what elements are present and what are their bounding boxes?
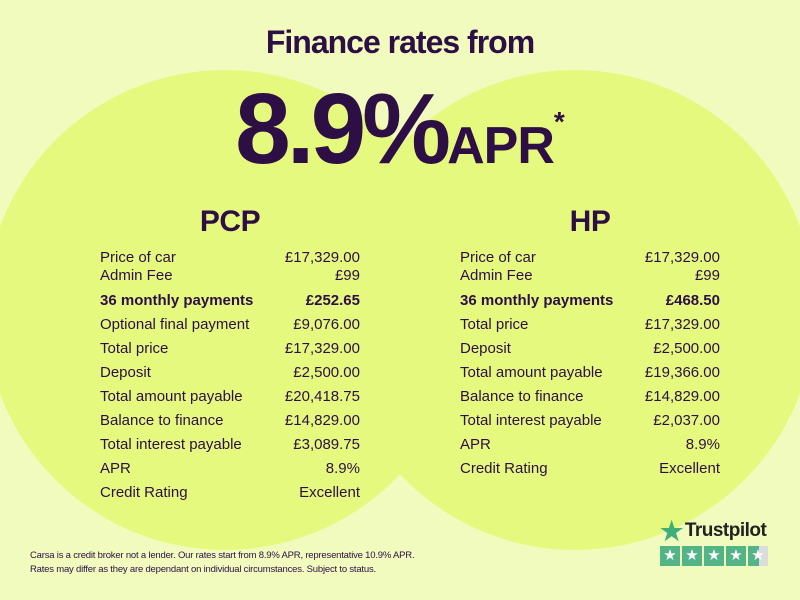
table-row: Credit Rating Excellent — [100, 481, 360, 505]
row-label: APR — [100, 460, 131, 477]
pcp-title: PCP — [199, 205, 261, 238]
row-label: Total interest payable — [460, 412, 602, 429]
row-value: £99 — [694, 267, 720, 284]
table-row: Total interest payable £3,089.75 — [100, 433, 360, 457]
row-label: Balance to finance — [100, 412, 224, 429]
row-value: £20,418.75 — [284, 388, 360, 405]
row-value: £19,366.00 — [644, 364, 720, 381]
row-label: Balance to finance — [460, 388, 584, 405]
row-value: £252.65 — [305, 292, 360, 309]
row-value: £9,076.00 — [293, 316, 360, 333]
hp-title: HP — [569, 205, 611, 238]
row-value: £17,329.00 — [284, 249, 360, 266]
table-row: 36 monthly payments £252.65 — [100, 289, 360, 313]
table-row: APR 8.9% — [100, 457, 360, 481]
table-row: Total amount payable £19,366.00 — [460, 361, 720, 385]
row-value: Excellent — [659, 460, 720, 477]
row-value: £17,329.00 — [644, 249, 720, 266]
asterisk: * — [553, 106, 565, 137]
rating-star-icon: ★ — [726, 546, 746, 566]
trustpilot-name: Trustpilot — [684, 520, 767, 541]
row-value: £2,037.00 — [653, 412, 720, 429]
table-row: Deposit £2,500.00 — [100, 361, 360, 385]
row-label: Price of car — [460, 249, 536, 266]
table-row: Total price £17,329.00 — [100, 337, 360, 361]
row-value: Excellent — [299, 484, 360, 501]
row-value: £2,500.00 — [293, 364, 360, 381]
trustpilot-badge[interactable]: ★ Trustpilot ★ ★ ★ ★ ★ — [660, 518, 768, 566]
row-label: Total amount payable — [460, 364, 603, 381]
star-icon: ★ — [660, 516, 683, 546]
row-label: Credit Rating — [460, 460, 548, 477]
rating-star-icon: ★ — [682, 546, 702, 566]
table-row: APR 8.9% — [460, 433, 720, 457]
row-label: Total interest payable — [100, 436, 242, 453]
trustpilot-rating: ★ ★ ★ ★ ★ — [660, 546, 768, 566]
row-label: Deposit — [460, 340, 511, 357]
row-label: Total amount payable — [100, 388, 243, 405]
table-row: Admin Fee £99 — [100, 267, 360, 285]
table-row: 36 monthly payments £468.50 — [460, 289, 720, 313]
disclaimer-line-2: Rates may differ as they are dependant o… — [30, 564, 376, 575]
table-row: Total interest payable £2,037.00 — [460, 409, 720, 433]
row-value: 8.9% — [325, 460, 360, 477]
table-row: Price of car £17,329.00 — [100, 249, 360, 267]
rating-half-star-icon: ★ — [748, 546, 768, 566]
row-value: £17,329.00 — [284, 340, 360, 357]
row-label: Total price — [460, 316, 529, 333]
row-value: £2,500.00 — [653, 340, 720, 357]
hp-table: HP Price of car £17,329.00 Admin Fee £99 36 … — [460, 205, 720, 481]
table-row: Credit Rating Excellent — [460, 457, 720, 481]
pcp-table: PCP Price of car £17,329.00 Admin Fee £99 36… — [100, 205, 360, 505]
row-label: APR — [460, 436, 491, 453]
row-label: 36 monthly payments — [100, 292, 254, 309]
table-row: Balance to finance £14,829.00 — [460, 385, 720, 409]
disclaimer: Carsa is a credit broker not a lender. O… — [30, 549, 415, 577]
headline: Finance rates from — [265, 24, 535, 60]
row-value: £14,829.00 — [284, 412, 360, 429]
row-label: Price of car — [100, 249, 176, 266]
table-row: Total amount payable £20,418.75 — [100, 385, 360, 409]
row-label: Total price — [100, 340, 169, 357]
row-label: 36 monthly payments — [460, 292, 614, 309]
table-row: Admin Fee £99 — [460, 267, 720, 285]
row-value: 8.9% — [685, 436, 720, 453]
row-label: Admin Fee — [460, 267, 533, 284]
row-label: Credit Rating — [100, 484, 188, 501]
rate-value: 8.9% — [235, 73, 451, 185]
row-value: £99 — [334, 267, 360, 284]
apr-label: APR — [447, 117, 555, 175]
table-row: Deposit £2,500.00 — [460, 337, 720, 361]
row-value: £468.50 — [665, 292, 720, 309]
row-label: Optional final payment — [100, 316, 250, 333]
table-row: Price of car £17,329.00 — [460, 249, 720, 267]
row-label: Deposit — [100, 364, 151, 381]
rate-display: 8.9%APR* — [0, 72, 800, 187]
rating-star-icon: ★ — [704, 546, 724, 566]
disclaimer-line-1: Carsa is a credit broker not a lender. O… — [30, 550, 415, 561]
table-row: Optional final payment £9,076.00 — [100, 313, 360, 337]
rating-star-icon: ★ — [660, 546, 680, 566]
table-row: Balance to finance £14,829.00 — [100, 409, 360, 433]
table-row: Total price £17,329.00 — [460, 313, 720, 337]
decorative-circle-right — [335, 70, 800, 550]
row-value: £3,089.75 — [293, 436, 360, 453]
row-value: £17,329.00 — [644, 316, 720, 333]
row-value: £14,829.00 — [644, 388, 720, 405]
row-label: Admin Fee — [100, 267, 173, 284]
